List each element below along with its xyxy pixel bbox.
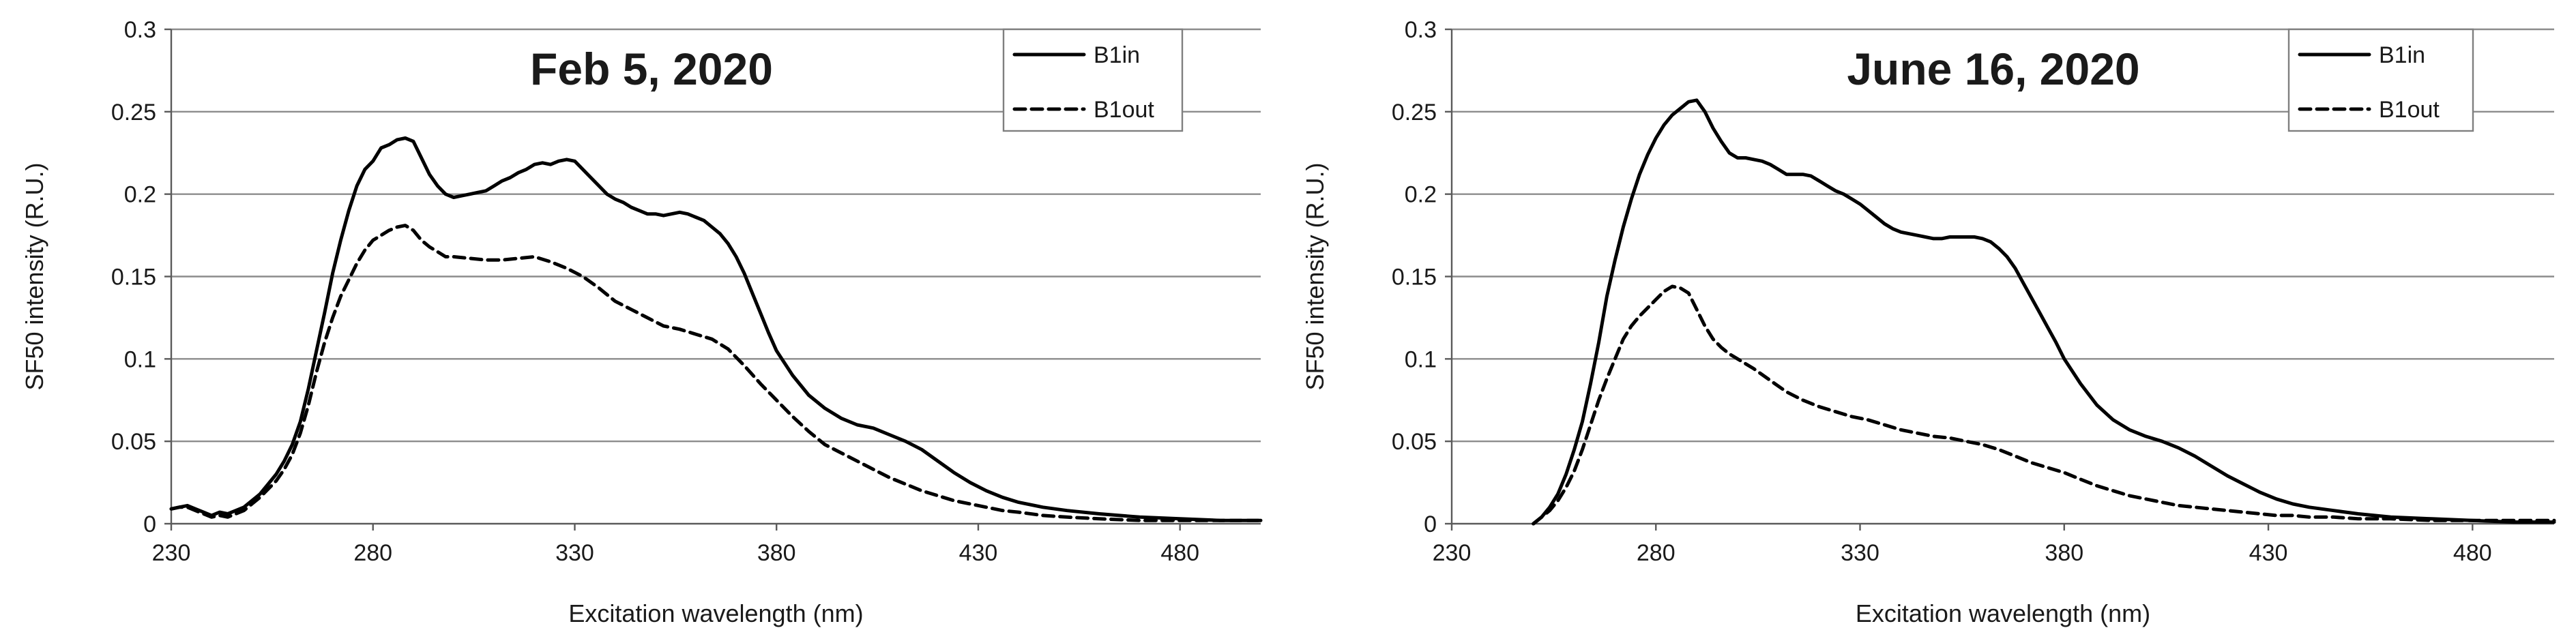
x-tick-label-3: 380 [757,540,796,566]
series-line-b1out [1532,284,2556,526]
chart-title: Feb 5, 2020 [530,44,773,94]
y-tick-label-6: 0.3 [1405,17,1437,43]
legend-label-b1out: B1out [2379,97,2440,123]
y-tick-label-1: 0.05 [111,429,156,455]
x-tick-label-1: 280 [1637,540,1675,566]
legend-label-b1in: B1in [2379,42,2425,68]
y-tick-label-3: 0.15 [1392,265,1437,290]
x-tick-label-4: 430 [959,540,998,566]
chart-title: June 16, 2020 [1847,44,2139,94]
x-tick-label-2: 330 [1841,540,1879,566]
y-tick-label-5: 0.25 [1392,100,1437,125]
x-axis-title: Excitation wavelength (nm) [1856,599,2150,627]
y-tick-label-2: 0.1 [124,346,156,372]
x-tick-label-0: 230 [1433,540,1472,566]
y-tick-label-0: 0 [143,511,156,537]
y-tick-label-4: 0.2 [124,182,156,208]
x-tick-label-5: 480 [2453,540,2492,566]
legend: B1in B1out [1002,28,1184,132]
y-tick-label-4: 0.2 [1405,182,1437,208]
chart-panel-1: 0 0.05 0.1 0.15 0.2 0.25 0.3 230 280 330 380 430 480… [20,17,1263,627]
series-line-b1out [169,224,1263,522]
x-axis-title: Excitation wavelength (nm) [568,599,863,627]
x-tick-label-3: 380 [2045,540,2083,566]
x-tick-label-4: 430 [2249,540,2288,566]
y-tick-label-6: 0.3 [124,17,156,43]
y-tick-label-0: 0 [1424,511,1437,537]
chart-panel-2: 0 0.05 0.1 0.15 0.2 0.25 0.3 230 280 330 380 430 480… [1301,17,2556,627]
legend-box [1002,28,1184,132]
y-tick-label-1: 0.05 [1392,429,1437,455]
legend-box [2287,28,2474,132]
y-tick-label-5: 0.25 [111,100,156,125]
x-tick-label-2: 330 [555,540,594,566]
legend: B1in B1out [2287,28,2474,132]
y-axis-title: SF50 intensity (R.U.) [1301,162,1329,390]
legend-label-b1out: B1out [1094,97,1154,123]
legend-label-b1in: B1in [1094,42,1140,68]
series-line-b1in [1532,98,2556,526]
y-tick-label-3: 0.15 [111,265,156,290]
x-tick-label-5: 480 [1160,540,1199,566]
x-tick-label-0: 230 [152,540,191,566]
x-tick-label-1: 280 [353,540,392,566]
series-line-b1in [169,136,1263,522]
y-axis-title: SF50 intensity (R.U.) [20,162,48,390]
y-tick-label-2: 0.1 [1405,346,1437,372]
